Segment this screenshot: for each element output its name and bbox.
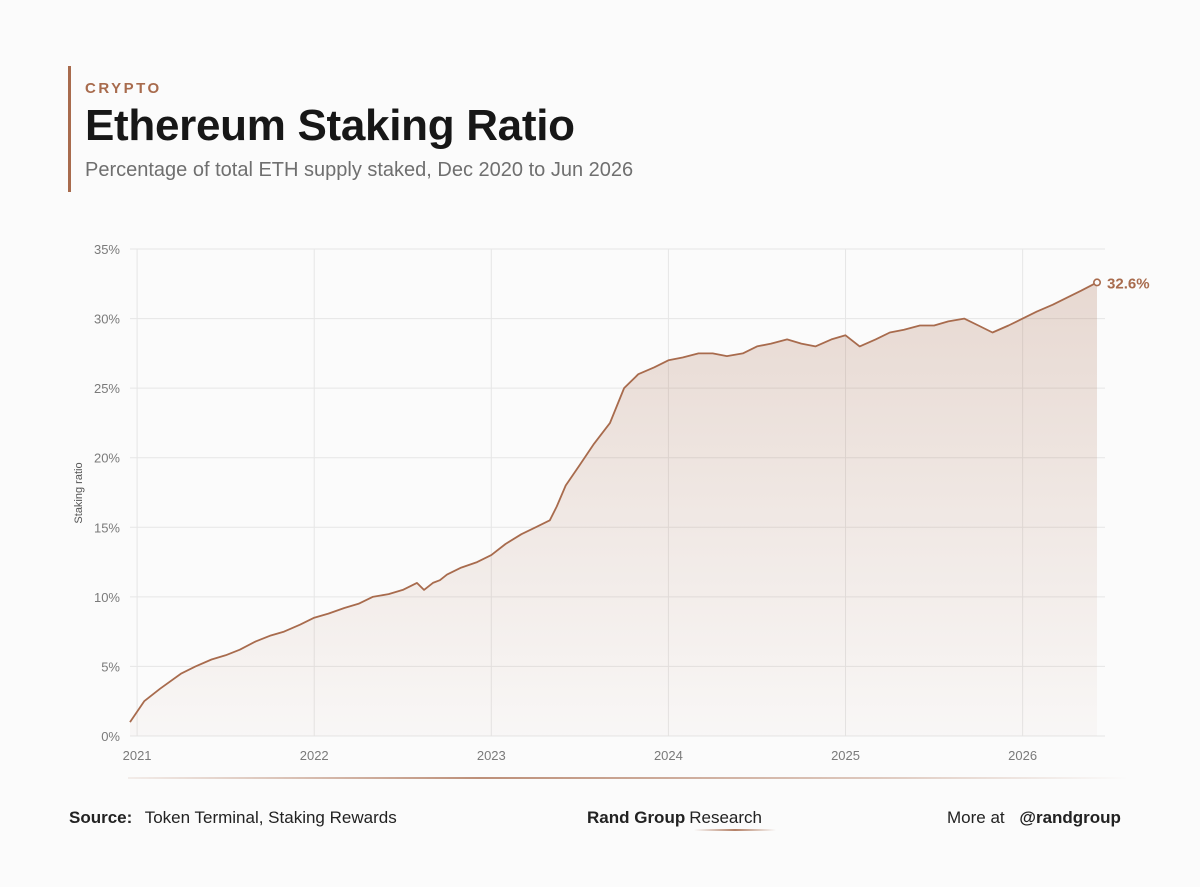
y-axis-title: Staking ratio xyxy=(73,462,85,523)
x-tick-label: 2022 xyxy=(300,748,329,763)
x-tick-label: 2021 xyxy=(123,748,152,763)
category-kicker: CRYPTO xyxy=(85,80,162,97)
brand-name: Rand Group xyxy=(587,808,686,827)
footer-divider xyxy=(128,777,1128,779)
brand-credit: Rand Group Research xyxy=(587,808,762,828)
y-tick-label: 5% xyxy=(101,659,120,674)
chart-subtitle: Percentage of total ETH supply staked, D… xyxy=(85,159,634,181)
brand-suffix: Research xyxy=(689,808,762,827)
x-axis: 2021 2022 2023 2024 2025 2026 xyxy=(123,748,1037,763)
y-tick-label: 35% xyxy=(94,242,120,257)
x-tick-label: 2025 xyxy=(831,748,860,763)
staking-area-fill xyxy=(130,282,1097,736)
staking-ratio-line xyxy=(129,281,1098,723)
chart-title: Ethereum Staking Ratio xyxy=(85,101,575,150)
y-tick-label: 15% xyxy=(94,520,120,535)
y-tick-label: 0% xyxy=(101,729,120,744)
y-tick-label: 30% xyxy=(94,312,120,327)
y-tick-label: 25% xyxy=(94,381,120,396)
end-value-label: 32.6% xyxy=(1107,275,1150,292)
y-tick-label: 20% xyxy=(94,451,120,466)
x-tick-label: 2026 xyxy=(1008,748,1037,763)
staking-ratio-chart: 0%5%10%15%20%25%30%35% 2021 2022 2023 2024 2… xyxy=(73,242,1150,763)
end-point-marker xyxy=(1093,278,1102,287)
source-label: Source: xyxy=(69,808,133,827)
source-note: Source: Token Terminal, Staking Rewards xyxy=(69,808,397,828)
social-handle: @randgroup xyxy=(1019,808,1121,827)
brand-underline xyxy=(694,829,776,831)
y-tick-label: 10% xyxy=(94,590,120,605)
more-label: More at xyxy=(947,808,1005,827)
header: CRYPTO Ethereum Staking Ratio Percentage… xyxy=(68,66,633,192)
more-at: More at @randgroup xyxy=(947,808,1121,828)
y-axis: 0% 5% 10% 15% 20% 25% 30% 35% xyxy=(94,242,120,744)
x-tick-label: 2023 xyxy=(477,748,506,763)
x-tick-label: 2024 xyxy=(654,748,683,763)
source-text: Token Terminal, Staking Rewards xyxy=(144,808,397,827)
